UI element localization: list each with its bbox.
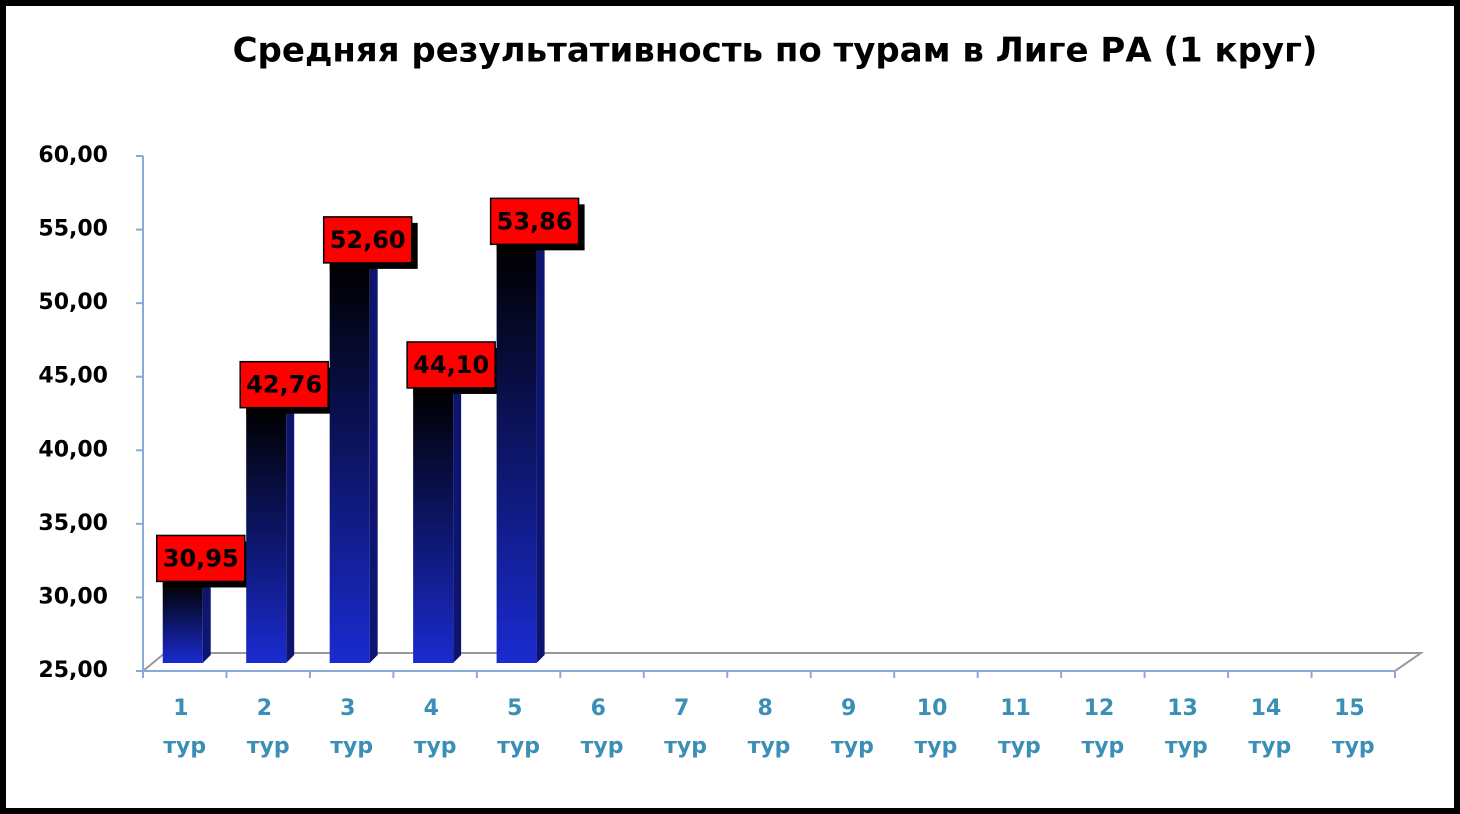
x-tick-line: 2 <box>257 696 280 721</box>
bar <box>496 246 537 664</box>
x-tick-label: 2 тур <box>247 696 290 759</box>
value-label: 30,95 <box>163 544 239 572</box>
x-tick-label: 1 тур <box>163 696 206 759</box>
x-tick-line: тур <box>915 734 958 759</box>
x-tick-line: 7 <box>674 696 697 721</box>
x-tick-line: тур <box>163 734 206 759</box>
label-box <box>239 360 329 409</box>
x-tick-line: 15 <box>1334 696 1372 721</box>
x-tick-line: 9 <box>841 696 864 721</box>
label-box <box>489 197 580 246</box>
x-tick-label: 11 тур <box>998 696 1041 759</box>
y-tick-label: 30,00 <box>38 584 108 609</box>
x-tick-label: 8 тур <box>748 696 791 759</box>
x-tick-line: 11 <box>1000 696 1038 721</box>
x-tick-label: 14 тур <box>1248 696 1291 759</box>
x-tick-line: тур <box>247 734 290 759</box>
bar-side <box>453 381 462 663</box>
value-label: 52,60 <box>330 226 406 254</box>
x-tick-line: 3 <box>340 696 363 721</box>
x-tick-line: 6 <box>591 696 614 721</box>
value-label: 42,76 <box>246 371 322 399</box>
y-tick-label: 25,00 <box>38 658 108 683</box>
x-tick-line: тур <box>664 734 707 759</box>
bar-side <box>286 401 295 663</box>
label-box <box>406 341 496 389</box>
bar-side <box>536 238 545 664</box>
x-tick-label: 6 тур <box>581 696 624 759</box>
x-tick-line: 14 <box>1251 696 1289 721</box>
x-tick-line: тур <box>1081 734 1124 759</box>
label-box <box>155 534 246 583</box>
x-tick-label: 12 тур <box>1081 696 1124 759</box>
value-label: 44,10 <box>413 351 489 379</box>
y-tick-label: 50,00 <box>38 290 108 315</box>
y-tick-label: 35,00 <box>38 511 108 536</box>
x-tick-line: 12 <box>1084 696 1122 721</box>
x-tick-label: 4 тур <box>414 696 457 759</box>
y-tick-label: 60,00 <box>38 143 108 168</box>
x-tick-line: тур <box>998 734 1041 759</box>
x-tick-label: 15 тур <box>1332 696 1375 759</box>
bar <box>246 409 287 663</box>
bar <box>162 583 203 663</box>
chart-title: Средняя результативность по турам в Лиге… <box>233 31 1318 71</box>
x-tick-line: 4 <box>424 696 447 721</box>
x-tick-line: тур <box>748 734 791 759</box>
bar <box>329 264 370 663</box>
label-box <box>322 216 413 264</box>
x-tick-label: 13 тур <box>1165 696 1208 759</box>
x-tick-label: 10 тур <box>915 696 958 759</box>
x-tick-line: тур <box>1165 734 1208 759</box>
x-tick-line: 5 <box>507 696 530 721</box>
x-tick-line: тур <box>497 734 540 759</box>
x-tick-line: тур <box>1332 734 1375 759</box>
x-tick-line: тур <box>330 734 373 759</box>
x-tick-line: 13 <box>1167 696 1205 721</box>
x-tick-line: тур <box>831 734 874 759</box>
x-tick-label: 9 тур <box>831 696 874 759</box>
x-tick-label: 3 тур <box>330 696 373 759</box>
x-tick-label: 5 тур <box>497 696 540 759</box>
bar <box>413 389 454 663</box>
x-tick-label: 7 тур <box>664 696 707 759</box>
value-label: 53,86 <box>497 207 573 235</box>
y-tick-label: 40,00 <box>38 437 108 462</box>
x-tick-line: тур <box>581 734 624 759</box>
x-tick-line: 8 <box>758 696 781 721</box>
bar-side <box>202 575 211 663</box>
x-tick-line: тур <box>1248 734 1291 759</box>
x-tick-line: 1 <box>173 696 196 721</box>
y-tick-label: 55,00 <box>38 217 108 242</box>
bar-side <box>369 256 378 663</box>
y-tick-label: 45,00 <box>38 364 108 389</box>
x-tick-line: 10 <box>917 696 955 721</box>
x-tick-line: тур <box>414 734 457 759</box>
